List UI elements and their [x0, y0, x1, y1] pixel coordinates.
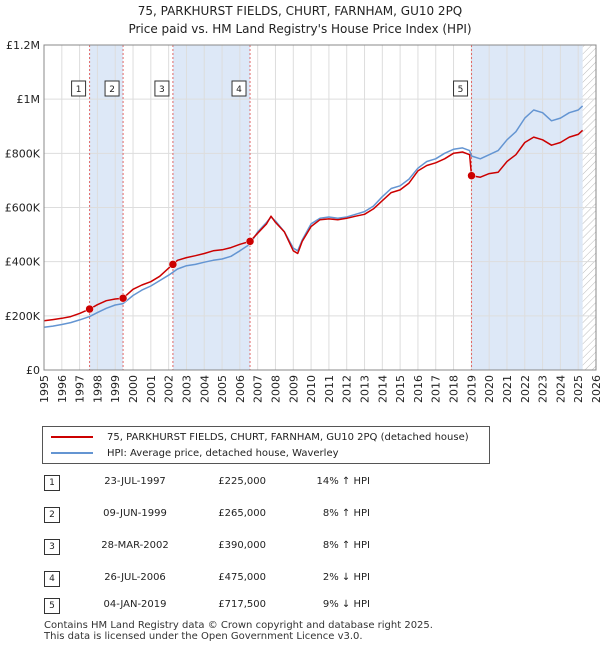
x-tick-label: 1995	[38, 375, 51, 403]
y-tick-label: £800K	[5, 147, 41, 160]
sale-row: 4 26-JUL-2006 £475,000 2% ↓ HPI	[0, 569, 600, 589]
hpi-line	[43, 105, 584, 328]
legend-label-property: 75, PARKHURST FIELDS, CHURT, FARNHAM, GU…	[107, 431, 469, 443]
footer-copyright: Contains HM Land Registry data © Crown c…	[44, 620, 433, 631]
x-tick-label: 1999	[109, 375, 122, 403]
footer-note: Contains HM Land Registry data © Crown c…	[44, 620, 433, 642]
sale-number-badge: 5	[44, 598, 60, 614]
y-tick-label: £0	[26, 364, 40, 377]
y-tick-label: £200K	[5, 310, 41, 323]
chart-subtitle: Price paid vs. HM Land Registry's House …	[128, 22, 472, 36]
x-tick-label: 2004	[198, 375, 211, 403]
sale-point	[467, 171, 476, 180]
sale-point	[85, 304, 94, 314]
y-tick-label: £400K	[5, 256, 41, 269]
sale-label-text: 3	[159, 85, 165, 95]
legend-line-hpi	[51, 452, 93, 454]
price-chart: 1 2 3 4 5 £0 £200K £400K £600K £800K £1M £1.2M 1995 1…	[5, 39, 600, 403]
y-tick-label: £1M	[17, 93, 41, 106]
sale-row: 1 23-JUL-1997 £225,000 14% ↑ HPI	[0, 473, 600, 493]
sale-label-box	[453, 80, 469, 97]
x-tick-label: 2000	[127, 375, 140, 403]
sale-number-badge: 1	[44, 475, 60, 491]
x-tick-label: 2018	[448, 375, 461, 403]
x-tick-label: 2001	[145, 375, 158, 403]
sale-hpi-diff: 9% ↓ HPI	[322, 599, 370, 610]
sale-label-box	[231, 80, 247, 97]
sale-date: 09-JUN-1999	[103, 508, 167, 519]
x-tick-label: 2019	[465, 375, 478, 403]
x-tick-label: 2005	[216, 375, 229, 403]
legend-item-hpi: HPI: Average price, detached house, Wave…	[51, 446, 339, 460]
sale-label-box	[154, 80, 170, 97]
x-tick-label: 2017	[430, 375, 443, 403]
x-tick-label: 2021	[501, 375, 514, 403]
x-tick-label: 2009	[287, 375, 300, 403]
x-tick-label: 2023	[537, 375, 550, 403]
sale-date: 04-JAN-2019	[103, 599, 167, 610]
sale-hpi-diff: 8% ↑ HPI	[322, 540, 370, 551]
x-tick-label: 2006	[234, 375, 247, 403]
x-tick-label: 2013	[359, 375, 372, 403]
plot-border	[43, 44, 597, 371]
sale-number-badge: 3	[44, 539, 60, 555]
x-tick-label: 2010	[305, 375, 318, 403]
x-tick-label: 2025	[572, 375, 585, 403]
chart-title: 75, PARKHURST FIELDS, CHURT, FARNHAM, GU…	[137, 4, 463, 18]
x-tick-label: 2016	[412, 375, 425, 403]
sale-label-box	[71, 80, 87, 97]
x-tick-label: 2014	[376, 375, 389, 403]
sale-price: £225,000	[218, 476, 266, 487]
sale-hpi-diff: 8% ↑ HPI	[322, 508, 370, 519]
chart-legend: 75, PARKHURST FIELDS, CHURT, FARNHAM, GU…	[42, 426, 490, 464]
y-tick-label: £1.2M	[6, 39, 40, 52]
y-tick-label: £600K	[5, 202, 41, 215]
x-tick-label: 1997	[74, 375, 87, 403]
sale-date: 26-JUL-2006	[104, 572, 166, 583]
legend-label-hpi: HPI: Average price, detached house, Wave…	[107, 447, 339, 459]
x-tick-label: 2011	[323, 375, 336, 403]
x-tick-label: 2015	[394, 375, 407, 403]
sale-label-text: 4	[236, 85, 242, 95]
legend-item-property: 75, PARKHURST FIELDS, CHURT, FARNHAM, GU…	[51, 430, 469, 444]
x-tick-label: 2003	[180, 375, 193, 403]
sale-hpi-diff: 2% ↓ HPI	[322, 572, 370, 583]
sale-label-text: 2	[109, 85, 115, 95]
x-tick-label: 1996	[56, 375, 69, 403]
sale-hpi-diff: 14% ↑ HPI	[316, 476, 370, 487]
x-tick-label: 2020	[483, 375, 496, 403]
x-tick-label: 2002	[163, 375, 176, 403]
sale-row: 2 09-JUN-1999 £265,000 8% ↑ HPI	[0, 505, 600, 525]
x-tick-label: 1998	[91, 375, 104, 403]
sale-number-badge: 4	[44, 571, 60, 587]
x-tick-label: 2026	[590, 375, 600, 403]
legend-line-property	[51, 436, 93, 438]
footer-license: This data is licensed under the Open Gov…	[44, 631, 363, 642]
sale-date: 23-JUL-1997	[104, 476, 166, 487]
sale-row: 5 04-JAN-2019 £717,500 9% ↓ HPI	[0, 596, 600, 616]
x-tick-label: 2012	[341, 375, 354, 403]
x-tick-label: 2007	[252, 375, 265, 403]
sale-row: 3 28-MAR-2002 £390,000 8% ↑ HPI	[0, 537, 600, 557]
sale-label-text: 5	[458, 85, 464, 95]
property-price-line	[43, 129, 584, 322]
x-tick-label: 2022	[519, 375, 532, 403]
sale-price: £717,500	[218, 599, 266, 610]
sale-price: £475,000	[218, 572, 266, 583]
sale-number-badge: 2	[44, 507, 60, 523]
sale-point	[118, 293, 128, 303]
sale-price: £390,000	[218, 540, 266, 551]
sale-label-box	[104, 80, 120, 97]
sale-label-text: 1	[76, 85, 82, 95]
x-tick-label: 2008	[269, 375, 282, 403]
sale-date: 28-MAR-2002	[101, 540, 169, 551]
x-tick-label: 2024	[554, 375, 567, 403]
sale-price: £265,000	[218, 508, 266, 519]
sale-point	[245, 237, 255, 246]
sale-point	[168, 260, 178, 269]
